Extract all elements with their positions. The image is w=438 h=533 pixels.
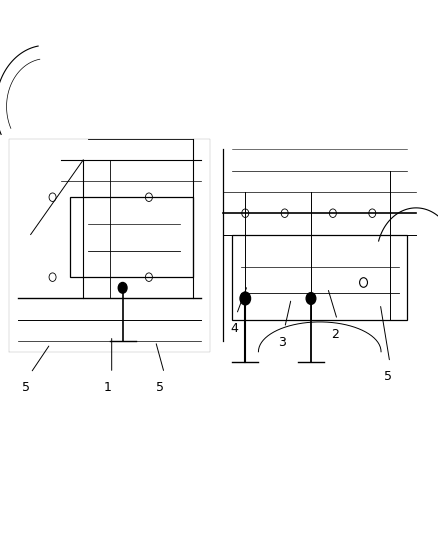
Circle shape	[118, 282, 127, 293]
Text: 5: 5	[22, 381, 30, 394]
Circle shape	[306, 293, 316, 304]
Text: 4: 4	[230, 322, 238, 335]
Text: 1: 1	[103, 381, 111, 394]
Circle shape	[240, 292, 251, 305]
Text: 2: 2	[331, 328, 339, 341]
Text: 5: 5	[384, 370, 392, 383]
Text: 5: 5	[156, 381, 164, 394]
Text: 3: 3	[279, 336, 286, 349]
